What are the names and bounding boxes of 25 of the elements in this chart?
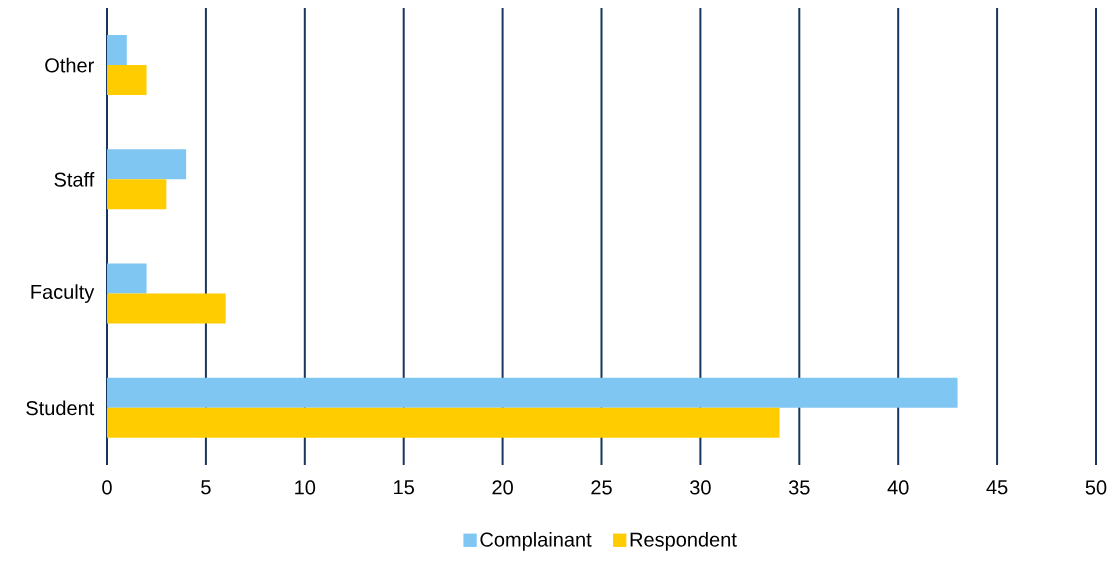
bar <box>107 407 780 438</box>
bar <box>107 149 187 180</box>
bar <box>107 65 147 96</box>
x-tick-label: 0 <box>102 480 112 495</box>
x-tick-label: 10 <box>295 480 316 495</box>
legend-label: Complainant <box>480 532 592 551</box>
x-tick-label: 50 <box>1085 480 1107 495</box>
y-tick-label: Other <box>45 57 94 73</box>
x-tick-label: 40 <box>887 480 909 495</box>
bar <box>107 35 127 66</box>
x-tick-label: 25 <box>591 480 612 495</box>
legend-label: Respondent <box>630 532 737 551</box>
y-tick-label: Faculty <box>31 284 95 303</box>
y-tick-label: Staff <box>54 172 95 187</box>
x-tick-label: 15 <box>394 480 414 495</box>
bar <box>107 179 167 210</box>
bar <box>107 377 958 408</box>
y-tick-label: Student <box>26 400 95 416</box>
x-tick-label: 20 <box>492 480 513 495</box>
x-tick-label: 30 <box>690 480 711 495</box>
x-tick-label: 45 <box>986 480 1008 495</box>
x-tick-label: 5 <box>201 480 211 495</box>
bar <box>107 293 226 324</box>
x-tick-label: 35 <box>788 480 810 495</box>
bar <box>107 263 147 294</box>
